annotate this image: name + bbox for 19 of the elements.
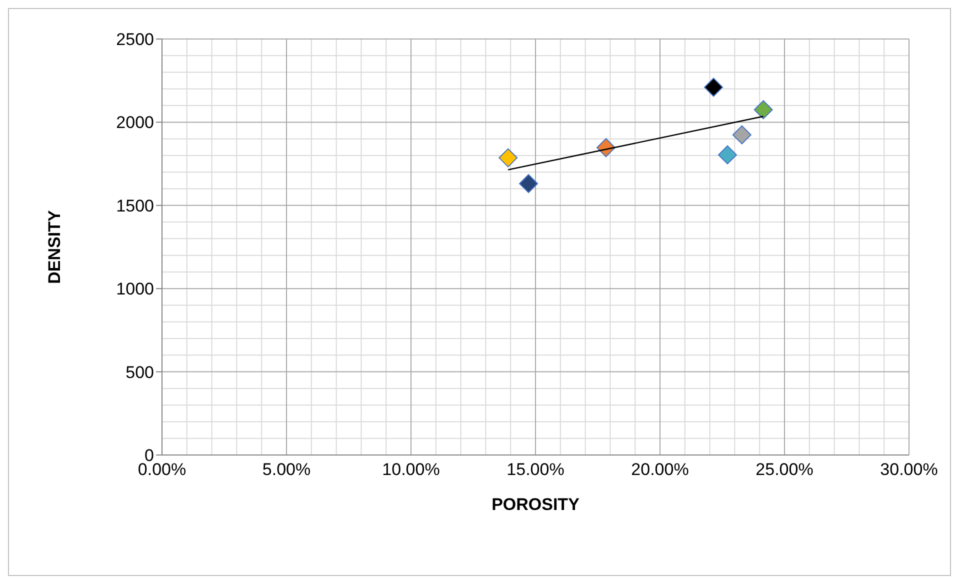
y-tick-label: 1000 xyxy=(116,280,154,299)
x-tick-label: 25.00% xyxy=(756,460,814,480)
y-tick-label: 2500 xyxy=(116,30,154,49)
y-tick-label: 2000 xyxy=(116,113,154,132)
x-tick-label: 20.00% xyxy=(631,460,689,480)
y-axis-title: DENSITY xyxy=(45,210,64,284)
x-tick-label: 10.00% xyxy=(382,460,440,480)
point xyxy=(704,78,724,97)
y-tick-label: 500 xyxy=(126,362,154,382)
x-axis-title: POROSITY xyxy=(492,495,580,514)
point xyxy=(718,145,737,164)
x-tick-label: 30.00% xyxy=(880,460,938,480)
x-tick-label: 15.00% xyxy=(506,460,564,480)
point xyxy=(498,148,518,168)
point xyxy=(519,174,538,194)
point xyxy=(732,125,752,144)
x-tick-label: 5.00% xyxy=(262,460,311,480)
y-tick-label: 1500 xyxy=(116,196,154,216)
point xyxy=(754,100,773,120)
